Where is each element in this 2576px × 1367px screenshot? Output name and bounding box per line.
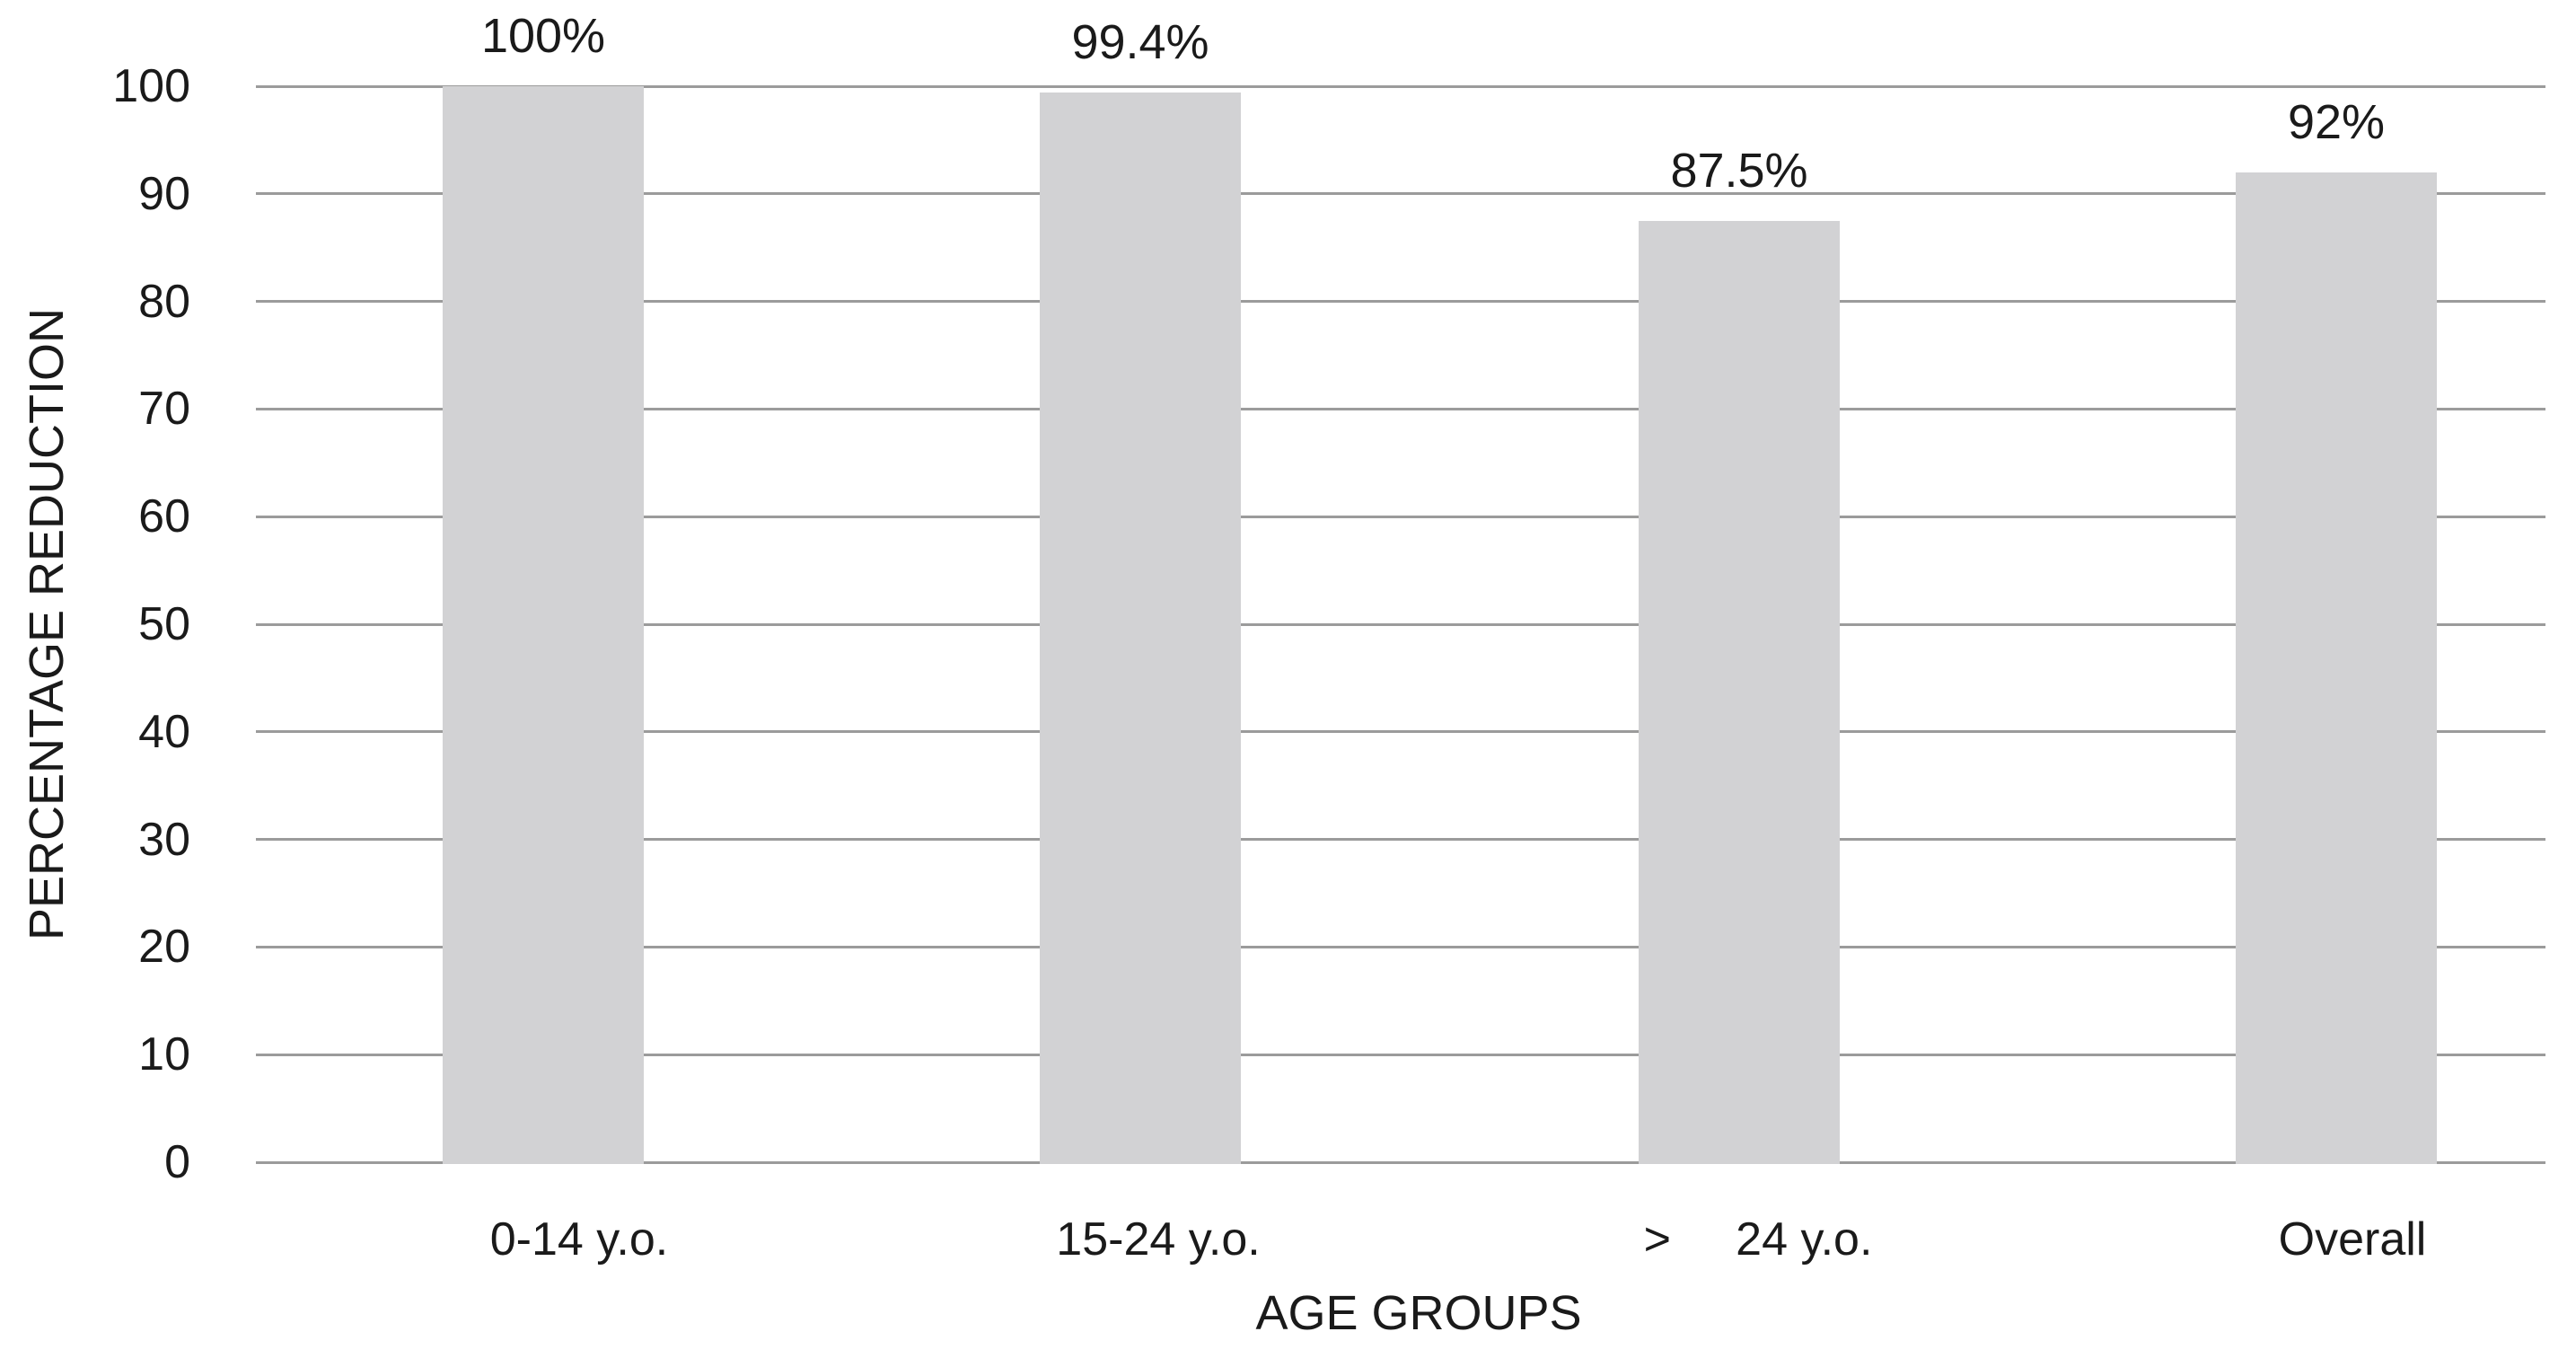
- x-category-label: Overall: [2278, 1213, 2427, 1266]
- y-tick-label: 10: [138, 1028, 190, 1081]
- gridline: [256, 300, 2545, 304]
- gridline: [256, 945, 2545, 948]
- bar: [1040, 93, 1241, 1164]
- gridline: [256, 838, 2545, 842]
- x-category-label: > 24 y.o.: [1643, 1213, 1873, 1266]
- gridline: [256, 192, 2545, 196]
- gridline: [256, 730, 2545, 734]
- y-tick-label: 100: [112, 60, 190, 112]
- bar-value-label: 87.5%: [1670, 143, 1808, 198]
- y-tick-label: 70: [138, 383, 190, 436]
- bar: [1639, 220, 1840, 1164]
- x-category-label: 15-24 y.o.: [1056, 1213, 1261, 1266]
- bar: [443, 86, 644, 1164]
- gridline: [256, 84, 2545, 88]
- y-tick-label: 60: [138, 490, 190, 543]
- gridline: [256, 407, 2545, 410]
- gridline: [256, 1160, 2545, 1164]
- x-category-label: 0-14 y.o.: [489, 1213, 669, 1266]
- bar-value-label: 100%: [480, 9, 606, 63]
- y-tick-label: 80: [138, 275, 190, 328]
- y-tick-label: 20: [138, 921, 190, 974]
- gridline: [256, 1053, 2545, 1056]
- y-tick-label: 30: [138, 813, 190, 866]
- bar-value-label: 92%: [2287, 94, 2386, 149]
- x-axis-title: AGE GROUPS: [1255, 1286, 1582, 1340]
- gridline: [256, 515, 2545, 518]
- y-tick-label: 90: [138, 167, 190, 220]
- gridline: [256, 622, 2545, 626]
- bar-value-label: 99.4%: [1071, 15, 1209, 70]
- y-tick-label: 50: [138, 598, 190, 650]
- y-tick-label: 40: [138, 705, 190, 758]
- bar: [2236, 172, 2437, 1164]
- y-tick-label: 0: [164, 1136, 190, 1188]
